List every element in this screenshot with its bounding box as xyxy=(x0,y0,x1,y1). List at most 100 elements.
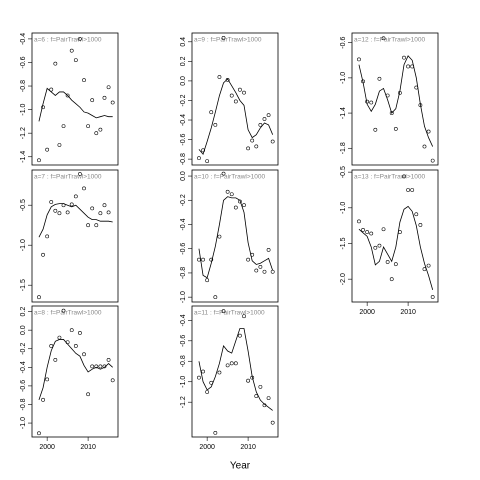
data-point xyxy=(246,146,251,151)
smooth-line xyxy=(38,339,113,400)
strip-label: a=8 : f=PairTrawl>1000 xyxy=(34,310,102,317)
data-point xyxy=(201,369,205,374)
data-point xyxy=(225,189,230,194)
panel-frame xyxy=(191,169,279,303)
data-point xyxy=(86,392,91,397)
data-point xyxy=(61,308,66,313)
data-point xyxy=(369,231,374,236)
data-point xyxy=(266,248,271,252)
y-tick-label: -1.8 xyxy=(340,142,347,154)
data-point xyxy=(406,188,411,192)
data-point xyxy=(418,223,423,227)
x-tick-label: 2000 xyxy=(39,444,55,451)
data-point xyxy=(197,156,201,161)
data-point xyxy=(37,295,41,300)
data-point xyxy=(106,357,111,362)
data-point xyxy=(422,267,427,272)
data-point xyxy=(221,35,226,40)
data-point xyxy=(197,375,201,380)
y-tick-label: -0.4 xyxy=(180,218,187,230)
data-point xyxy=(361,228,365,232)
data-point xyxy=(78,331,82,335)
data-point xyxy=(49,344,54,348)
data-point xyxy=(73,58,78,63)
panel: a=7 : f=PairTrawl>1000 -0.5 -1.0 -1.5 xyxy=(20,169,119,303)
y-tick-label: -0.4 xyxy=(20,33,27,45)
data-point xyxy=(110,378,115,383)
data-point xyxy=(41,252,45,257)
data-point xyxy=(98,211,103,216)
data-point xyxy=(270,269,275,274)
data-point xyxy=(45,377,50,382)
strip-label: a=9 : f=PairTrawl>1000 xyxy=(194,37,262,44)
y-tick-label: -0.6 xyxy=(180,243,187,255)
data-point xyxy=(94,364,99,369)
data-point xyxy=(430,295,435,299)
data-point xyxy=(45,234,50,239)
y-tick-label: -1.0 xyxy=(340,72,347,84)
data-point xyxy=(209,110,214,115)
panel: a=6 : f=PairTrawl>1000 -0.4 -0.6 -0.8 -1.0 -1… xyxy=(20,32,119,166)
data-point xyxy=(106,210,111,215)
data-point xyxy=(365,230,370,234)
data-point xyxy=(73,194,78,199)
panel: a=9 : f=PairTrawl>1000 0.4 0.2 0.0 -0.2 -0.4 -… xyxy=(180,32,279,166)
data-point xyxy=(53,208,58,213)
y-tick-label: -0.8 xyxy=(20,80,27,92)
y-tick-label: -0.5 xyxy=(20,199,27,211)
y-tick-label: -0.4 xyxy=(180,314,187,326)
y-tick-label: -0.2 xyxy=(180,94,187,106)
data-point xyxy=(242,203,246,208)
data-point xyxy=(90,364,95,369)
data-point xyxy=(86,223,91,228)
x-axis-title: Year xyxy=(230,461,251,472)
x-tick-label: 2000 xyxy=(199,444,215,451)
y-tick-label: -1.2 xyxy=(180,396,187,408)
data-point xyxy=(213,123,218,127)
y-tick-label: -0.2 xyxy=(180,194,187,206)
y-tick-label: -1.0 xyxy=(340,202,347,214)
data-point xyxy=(393,127,398,131)
data-point xyxy=(406,64,411,69)
data-point xyxy=(201,257,205,262)
data-point xyxy=(73,344,78,348)
panel: a=8 : f=PairTrawl>1000 0.2 0.0 -0.2 -0.4 -0.6… xyxy=(20,305,119,451)
data-point xyxy=(254,394,259,398)
y-tick-label: 0.2 xyxy=(20,307,27,317)
y-tick-label: -0.8 xyxy=(180,153,187,165)
y-tick-label: 0.4 xyxy=(180,37,187,47)
smooth-line xyxy=(198,78,274,156)
y-tick-label: -1.0 xyxy=(180,376,187,388)
y-tick-label: 0.2 xyxy=(180,56,187,66)
y-tick-label: -1.0 xyxy=(20,239,27,251)
data-point xyxy=(430,158,435,163)
data-point xyxy=(250,138,255,143)
panel: a=10 : f=PairTrawl>1000 0.0 -0.2 -0.4 -0.6 -0… xyxy=(180,169,279,303)
data-point xyxy=(213,431,218,435)
data-point xyxy=(246,257,251,262)
data-point xyxy=(45,147,50,152)
data-point xyxy=(258,264,263,269)
data-point xyxy=(205,159,210,163)
data-point xyxy=(57,335,62,340)
y-tick-label: -1.0 xyxy=(20,417,27,429)
y-tick-label: -1.4 xyxy=(340,107,347,119)
data-point xyxy=(373,127,378,132)
data-point xyxy=(233,205,238,210)
data-point xyxy=(426,263,431,268)
data-point xyxy=(78,172,82,176)
data-point xyxy=(266,396,271,401)
data-point xyxy=(389,111,394,115)
x-tick-label: 2010 xyxy=(80,444,96,451)
data-point xyxy=(98,127,103,132)
data-point xyxy=(262,117,267,121)
y-tick-label: 0.0 xyxy=(180,76,187,86)
data-point xyxy=(242,314,246,319)
smooth-line xyxy=(38,87,113,122)
y-tick-label: 0.0 xyxy=(180,171,187,181)
y-tick-label: -0.6 xyxy=(340,37,347,49)
data-point xyxy=(37,431,41,436)
data-point xyxy=(262,269,267,274)
y-tick-label: -2.0 xyxy=(340,273,347,285)
